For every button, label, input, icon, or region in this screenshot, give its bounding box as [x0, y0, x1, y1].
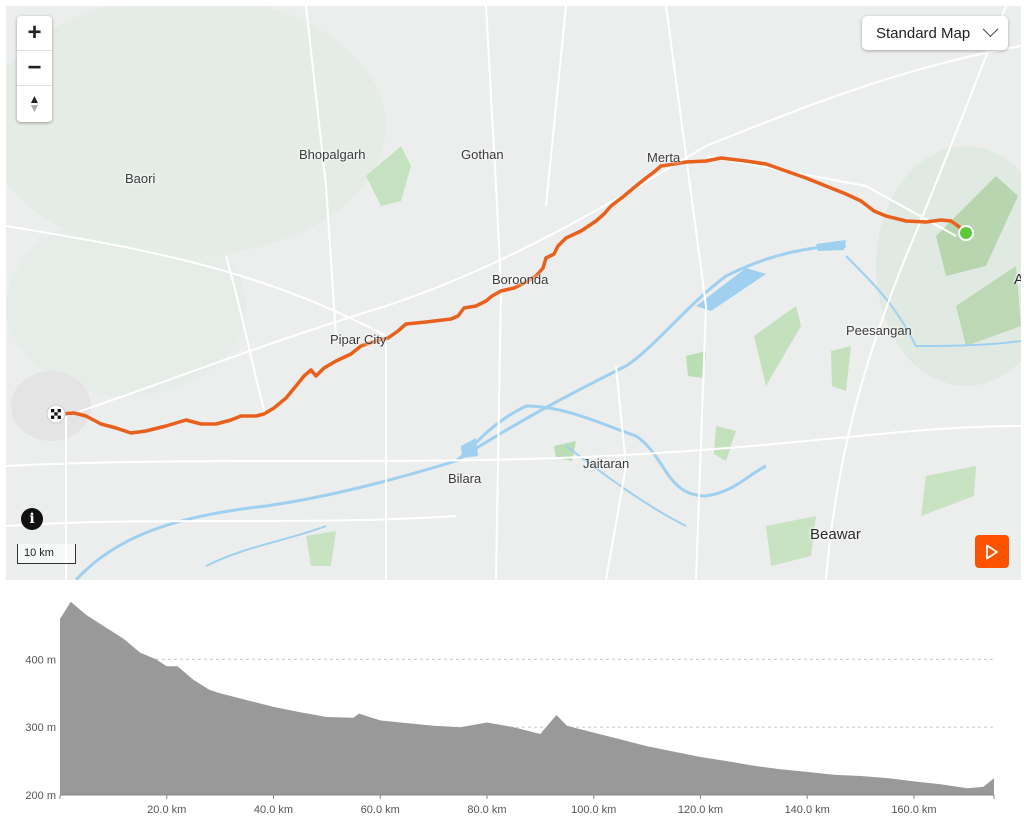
river [74, 404, 767, 580]
y-tick-label: 300 m [25, 722, 56, 734]
elevation-area [60, 601, 994, 795]
forest-patch [366, 146, 411, 206]
place-label: Peesangan [846, 323, 912, 338]
place-label: Bhopalgarh [299, 147, 366, 162]
forest-patch [831, 346, 851, 391]
map-canvas [6, 6, 1021, 580]
route-line [59, 156, 968, 435]
compass-south-icon: ▼ [28, 100, 41, 115]
place-label: Merta [647, 150, 681, 165]
place-label: Gothan [461, 147, 504, 162]
zoom-out-button[interactable]: − [17, 51, 52, 86]
river [455, 244, 847, 463]
zoom-in-button[interactable]: + [17, 16, 52, 51]
lake [461, 438, 478, 458]
reservoir [816, 240, 846, 251]
place-label: Jaitaran [583, 456, 630, 471]
forest-patch [306, 531, 336, 566]
x-tick-label: 80.0 km [467, 804, 506, 816]
x-tick-label: 40.0 km [254, 804, 293, 816]
forest-patch [754, 306, 801, 386]
place-label: Bilara [448, 471, 482, 486]
map-type-label: Standard Map [876, 24, 971, 42]
map-type-dropdown[interactable]: Standard Map [862, 16, 1008, 50]
place-label: Baori [125, 171, 156, 186]
route-map[interactable]: Baori Bhopalgarh Gothan Merta Boroonda P… [6, 6, 1021, 580]
x-tick-label: 120.0 km [678, 804, 723, 816]
reservoir [696, 268, 766, 311]
x-tick-label: 140.0 km [785, 804, 830, 816]
forest-patch [921, 466, 976, 516]
play-icon [986, 544, 998, 559]
place-label: Pipar City [330, 332, 387, 347]
y-tick-label: 200 m [25, 790, 56, 802]
info-icon[interactable]: i [21, 508, 43, 530]
y-tick-label: 400 m [25, 654, 56, 666]
place-label: Beawar [810, 526, 861, 543]
elevation-profile-chart[interactable]: 400 m 300 m 200 m 20.0 km 40.0 km 60.0 km 80.… [0, 580, 1024, 832]
forest-patch [686, 351, 706, 378]
forest-patch [766, 516, 816, 566]
roads [6, 6, 1021, 580]
forest-patch [554, 441, 576, 461]
x-tick-label: 60.0 km [361, 804, 400, 816]
map-scale-bar: 10 km [17, 544, 76, 564]
compass-north-icon: ▲ [28, 91, 41, 106]
place-label: Boroonda [492, 272, 549, 287]
map-zoom-controls: + − ▲ ▼ [17, 16, 52, 122]
compass-button[interactable]: ▲ ▼ [17, 86, 52, 121]
play-flyover-button[interactable] [975, 535, 1009, 568]
chevron-down-icon [982, 20, 999, 37]
river [205, 525, 327, 567]
x-tick-label: 160.0 km [891, 804, 936, 816]
river [845, 255, 1021, 348]
x-tick-label: 20.0 km [147, 804, 186, 816]
hills [956, 266, 1021, 346]
forest-patch [714, 426, 736, 461]
x-tick-label: 100.0 km [571, 804, 616, 816]
route-finish-marker [46, 404, 66, 424]
hills [936, 176, 1018, 276]
place-label: A [1014, 271, 1021, 288]
route-start-marker [958, 225, 974, 241]
